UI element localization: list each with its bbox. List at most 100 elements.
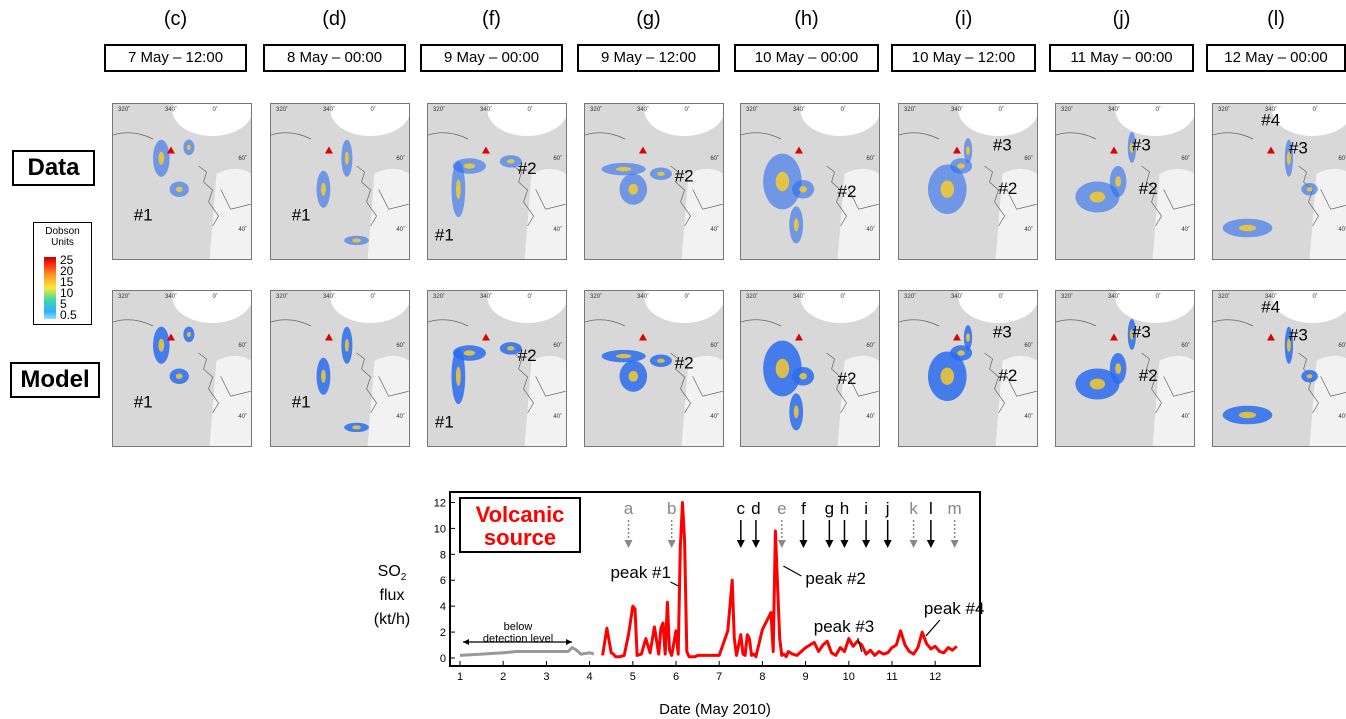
legend-tick: 20: [60, 264, 74, 278]
x-tick-label: 2: [500, 671, 506, 683]
y-tick-label: 12: [434, 497, 446, 509]
event-marker-label: a: [624, 499, 634, 518]
lon-tick-label: 320˚: [276, 293, 288, 300]
lon-tick-label: 320˚: [590, 106, 602, 113]
lon-tick-label: 0˚: [212, 293, 217, 300]
lat-tick-label: 40˚: [1024, 413, 1033, 420]
map-panel-model: 320˚ 340˚ 0˚ 60˚ 40˚ #2: [584, 290, 724, 447]
volcano-marker-icon: [952, 333, 961, 341]
lat-tick-label: 60˚: [553, 342, 562, 349]
x-axis-label: Date (May 2010): [659, 701, 771, 718]
panel-date-box: 9 May – 00:00: [420, 44, 563, 72]
plume-core: [628, 183, 639, 195]
lon-tick-label: 320˚: [904, 106, 916, 113]
y-tick-label: 10: [434, 523, 446, 535]
svg-text:SO2: SO2: [378, 563, 407, 583]
event-marker-arrowhead: [624, 540, 633, 548]
lon-tick-label: 0˚: [1155, 293, 1160, 300]
plume-core: [966, 146, 970, 155]
panel-letter: (d): [322, 8, 347, 30]
lon-tick-label: 0˚: [527, 293, 532, 300]
plume-peak-label: #1: [292, 392, 311, 411]
panel-letter: (h): [794, 8, 819, 30]
event-marker-arrowhead: [667, 540, 676, 548]
plume-peak-label: #4: [1261, 298, 1280, 317]
lat-tick-label: 60˚: [710, 342, 719, 349]
map-panel-model: 320˚ 340˚ 0˚ 60˚ 40˚ #1: [112, 290, 252, 447]
ylabel-main: SO: [378, 563, 401, 580]
lon-tick-label: 320˚: [1218, 106, 1230, 113]
x-tick-label: 8: [759, 671, 765, 683]
y-tick-label: 8: [440, 549, 446, 561]
plume-core: [158, 151, 165, 165]
lat-tick-label: 40˚: [396, 226, 405, 233]
lon-tick-label: 340˚: [793, 293, 805, 300]
lat-tick-label: 60˚: [238, 155, 247, 162]
event-marker-label: e: [777, 499, 786, 518]
volcano-marker-icon: [166, 146, 175, 154]
y-tick-label: 2: [440, 627, 446, 639]
lat-tick-label: 60˚: [1024, 155, 1033, 162]
y-tick-label: 0: [440, 653, 446, 665]
lon-tick-label: 340˚: [637, 293, 649, 300]
peak-annotation: peak #1: [610, 563, 671, 582]
plume-peak-label: #2: [1139, 366, 1158, 385]
plume-core: [463, 163, 476, 169]
plume-core: [1129, 141, 1134, 153]
peak-annotation-arrow: [670, 581, 679, 587]
so2-series-line: [601, 501, 958, 659]
x-tick-label: 11: [886, 671, 897, 683]
x-tick-label: 6: [673, 671, 679, 683]
plume-core: [1089, 378, 1106, 390]
event-marker-label: d: [751, 499, 760, 518]
plume-core: [1238, 411, 1257, 419]
lon-tick-label: 340˚: [637, 106, 649, 113]
map-panel-data: 320˚ 340˚ 0˚ 60˚ 40˚ #4 #3: [1212, 103, 1346, 260]
event-marker-arrowhead: [751, 540, 760, 548]
lat-tick-label: 40˚: [1338, 226, 1346, 233]
event-marker-arrowhead: [926, 540, 935, 548]
plume-peak-label: #4: [1261, 111, 1280, 130]
plume-peak-label: #2: [998, 179, 1017, 198]
volcano-marker-icon: [794, 146, 803, 154]
peak-annotation: peak #4: [924, 599, 985, 618]
lon-tick-label: 340˚: [951, 106, 963, 113]
plume-peak-label: #2: [1139, 179, 1158, 198]
plume-core: [957, 350, 965, 356]
panel-letter: (c): [163, 8, 188, 30]
lon-tick-label: 0˚: [212, 106, 217, 113]
panel-date-box: 8 May – 00:00: [263, 44, 406, 72]
event-marker-label: b: [667, 499, 676, 518]
event-marker-label: f: [801, 499, 806, 518]
map-panel-model: 320˚ 340˚ 0˚ 60˚ 40˚ #4 #3: [1212, 290, 1346, 447]
volcano-marker-icon: [481, 146, 490, 154]
chart-title-box: Volcanic source: [459, 497, 581, 553]
legend-tick: 15: [60, 275, 74, 289]
lon-tick-label: 340˚: [323, 293, 335, 300]
plume-peak-label: #2: [838, 369, 857, 388]
lat-tick-label: 40˚: [866, 413, 875, 420]
lon-tick-label: 320˚: [746, 106, 758, 113]
x-tick-label: 3: [543, 671, 549, 683]
row-label-data: Data: [12, 150, 95, 186]
plume-core: [1286, 151, 1291, 165]
x-tick-label: 9: [803, 671, 809, 683]
panel-date-box: 7 May – 12:00: [104, 44, 247, 72]
event-marker-label: m: [948, 499, 962, 518]
volcano-marker-icon: [1109, 333, 1118, 341]
lat-tick-label: 40˚: [396, 413, 405, 420]
event-marker-arrowhead: [777, 540, 786, 548]
row-label-model: Model: [10, 362, 100, 398]
event-marker-arrowhead: [950, 540, 959, 548]
plume-core: [506, 159, 515, 164]
lon-tick-label: 320˚: [1218, 293, 1230, 300]
plume-peak-label: #1: [435, 412, 454, 431]
panel-date-box: 12 May – 00:00: [1206, 44, 1346, 72]
map-panel-data: 320˚ 340˚ 0˚ 60˚ 40˚ #1: [270, 103, 410, 260]
lat-tick-label: 60˚: [710, 155, 719, 162]
plume-peak-label: #3: [1289, 139, 1308, 158]
plume-core: [455, 366, 461, 387]
peak-annotation: peak #3: [814, 617, 875, 636]
plume-core: [1238, 224, 1257, 232]
